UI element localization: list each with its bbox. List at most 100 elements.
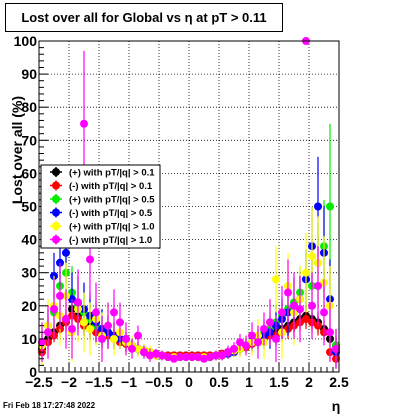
data-point (200, 354, 208, 363)
x-tick-label: −1 (121, 374, 137, 390)
x-axis-label: η (332, 398, 341, 414)
data-point (212, 351, 220, 360)
legend-entries: (+) with pT/|q| > 0.1 (-) with pT/|q| > 0… (50, 167, 155, 246)
y-tick-label: 50 (21, 199, 37, 215)
data-point (38, 338, 46, 347)
x-tick-label: 1.5 (269, 374, 289, 390)
data-point (104, 321, 112, 330)
legend-label: (-) with pT/|q| > 1.0 (69, 235, 152, 246)
data-point (74, 298, 82, 307)
data-point (314, 281, 322, 290)
data-point (110, 334, 118, 343)
data-point (332, 344, 340, 353)
legend-box (40, 164, 161, 249)
legend-marker (52, 181, 60, 190)
data-point (188, 353, 196, 362)
legend-label: (-) with pT/|q| > 0.5 (69, 208, 153, 219)
data-point (326, 202, 334, 211)
data-point (158, 351, 166, 360)
data-point (320, 308, 328, 317)
x-tick-label: −2 (61, 374, 77, 390)
y-tick-label: 60 (21, 165, 37, 181)
data-point (308, 301, 316, 310)
legend-marker (52, 208, 60, 217)
y-tick-label: 20 (21, 298, 37, 314)
y-tick-label: 40 (21, 232, 37, 248)
data-point (92, 308, 100, 317)
data-point (266, 318, 274, 327)
data-point (86, 255, 94, 264)
x-tick-label: −0.5 (145, 374, 173, 390)
y-axis-label: Lost over all (%) (9, 96, 25, 204)
x-tick-label: 1 (245, 374, 253, 390)
data-point (134, 344, 142, 353)
timestamp: Fri Feb 18 17:27:48 2022 (3, 401, 96, 410)
data-point (308, 252, 316, 261)
y-tick-labels: 0 10 20 30 40 50 60 70 80 90 100 (14, 33, 38, 380)
data-point (164, 353, 172, 362)
data-point (110, 308, 118, 317)
data-point (62, 248, 70, 257)
data-point (128, 344, 136, 353)
y-tick-label: 0 (29, 364, 37, 380)
data-point (236, 338, 244, 347)
data-point (182, 353, 190, 362)
x-tick-label: 2.5 (329, 374, 349, 390)
data-point (302, 315, 310, 324)
data-point (80, 318, 88, 327)
data-point (260, 324, 268, 333)
x-tick-label: 0 (185, 374, 193, 390)
legend-marker (52, 168, 60, 176)
data-point (68, 324, 76, 333)
data-point (230, 344, 238, 353)
y-tick-label: 10 (21, 331, 37, 347)
legend-label: (-) with pT/|q| > 0.1 (69, 181, 153, 192)
legend: (+) with pT/|q| > 0.1 (-) with pT/|q| > 0… (40, 164, 161, 249)
data-point (62, 315, 70, 324)
legend-label: (+) with pT/|q| > 1.0 (69, 222, 155, 233)
data-point (326, 328, 334, 337)
data-point (314, 202, 322, 211)
data-point (302, 268, 310, 277)
chart-title: Lost over all for Global vs η at pT > 0.… (21, 10, 267, 25)
x-tick-label: −1.5 (85, 374, 113, 390)
data-point (284, 288, 292, 297)
data-point (146, 351, 154, 360)
data-point (296, 305, 304, 314)
data-point (176, 353, 184, 362)
data-point (272, 334, 280, 343)
y-tick-label: 70 (21, 132, 37, 148)
data-point (194, 353, 202, 362)
data-point (290, 301, 298, 310)
data-point (80, 119, 88, 128)
data-point (206, 353, 214, 362)
x-tick-label: −2.5 (25, 374, 53, 390)
data-point (272, 275, 280, 284)
data-point (224, 348, 232, 357)
data-point (218, 351, 226, 360)
legend-label: (+) with pT/|q| > 0.1 (69, 168, 155, 179)
y-tick-label: 90 (21, 66, 37, 82)
data-point (152, 349, 160, 358)
data-point (134, 331, 142, 340)
series-5 (38, 37, 340, 369)
data-point (248, 331, 256, 340)
y-tick-label: 30 (21, 265, 37, 281)
legend-marker (52, 222, 60, 230)
data-point (50, 305, 58, 314)
data-point (122, 334, 130, 343)
data-series (38, 37, 340, 369)
y-tick-label: 80 (21, 99, 37, 115)
legend-marker (52, 235, 60, 244)
data-point (86, 324, 94, 333)
legend-marker (52, 195, 60, 203)
title-box: Lost over all for Global vs η at pT > 0.… (5, 3, 283, 32)
data-point (254, 338, 262, 347)
data-point (56, 291, 64, 300)
data-point (98, 334, 106, 343)
data-point (116, 318, 124, 327)
data-point (278, 308, 286, 317)
data-point (140, 348, 148, 357)
data-point (170, 354, 178, 363)
